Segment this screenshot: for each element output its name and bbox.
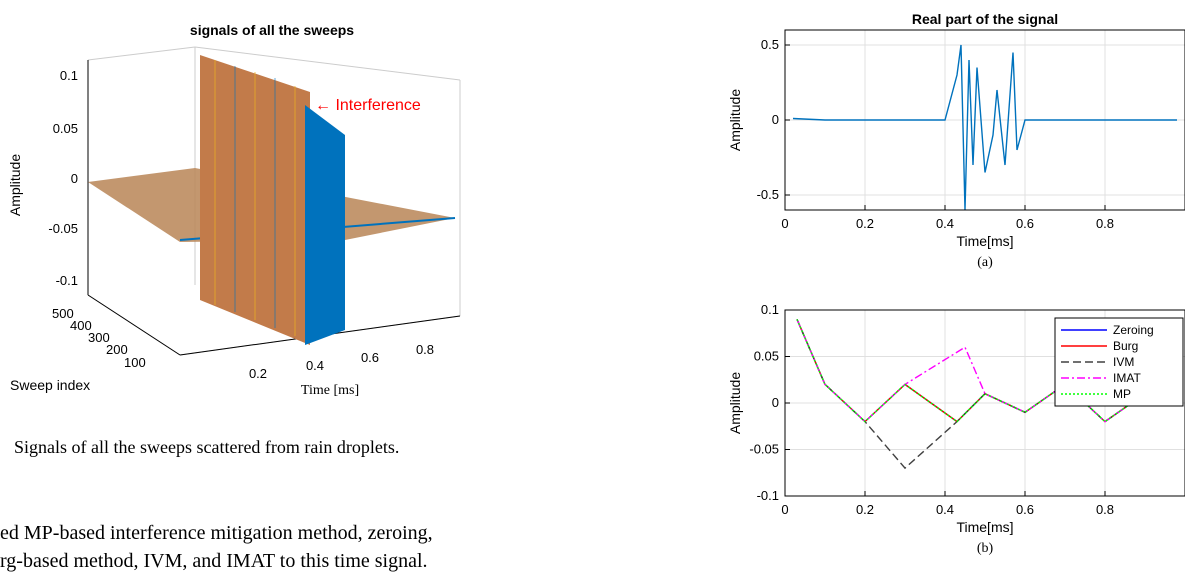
y-tick-label: 0.1 [761,302,779,317]
svg-text:0.05: 0.05 [53,121,78,136]
interference-wall-texture [214,60,296,336]
left-3d-figure: signals of all the sweeps ← Interference… [7,22,461,398]
x-tick-label: 0.8 [1096,502,1114,517]
svg-text:0.2: 0.2 [249,366,267,381]
svg-text:0.1: 0.1 [60,68,78,83]
svg-text:0.8: 0.8 [416,342,434,357]
x-tick-label: 0.8 [1096,216,1114,231]
svg-text:-0.1: -0.1 [56,273,78,288]
body-text-line-2: rg-based method, IVM, and IMAT to this t… [0,550,428,572]
x-axis-label: Time[ms] [956,233,1013,249]
x-tick-label: 0.2 [856,502,874,517]
svg-text:100: 100 [124,355,146,370]
y-tick-label: 0 [772,395,779,410]
svg-text:200: 200 [106,342,128,357]
y-tick-label: -0.5 [757,187,779,202]
y-tick-label: -0.05 [749,442,779,457]
x-tick-label: 0.6 [1016,502,1034,517]
svg-text:0: 0 [71,171,78,186]
x-tick-label: 0 [781,216,788,231]
svg-text:-0.05: -0.05 [48,221,78,236]
y-tick-label: 0 [772,112,779,127]
legend-label-3: IMAT [1113,371,1141,385]
left-sweep-label: Sweep index [10,377,90,393]
svg-text:0.4: 0.4 [306,358,324,373]
legend-label-1: Burg [1113,339,1138,353]
svg-text:500: 500 [52,306,74,321]
x-tick-label: 0.2 [856,216,874,231]
x-axis-label: Time[ms] [956,519,1013,535]
left-yticks: 0.1 0.05 0 -0.05 -0.1 [48,68,78,288]
interference-annotation: ← Interference [315,97,421,114]
left-xticks: 0.2 0.4 0.6 0.8 [249,342,434,381]
svg-text:300: 300 [88,330,110,345]
y-axis-label: Amplitude [727,372,743,434]
left-ylabel: Amplitude [7,154,23,216]
chart-title: Real part of the signal [912,11,1058,27]
legend: Zeroing Burg IVM IMAT MP [1054,317,1184,407]
svg-text:400: 400 [70,318,92,333]
subfigure-label: (a) [977,255,993,270]
legend-label-2: IVM [1113,355,1134,369]
series-line-3 [796,319,1178,423]
x-tick-label: 0 [781,502,788,517]
subfigure-label: (b) [977,541,994,556]
left-sweep-ticks: 500 400 300 200 100 [52,306,146,370]
y-tick-label: 0.5 [761,37,779,52]
y-tick-label: 0.05 [754,349,779,364]
x-tick-label: 0.4 [936,502,954,517]
legend-label-0: Zeroing [1113,323,1154,337]
figure-caption: Signals of all the sweeps scattered from… [14,437,400,457]
legend-label-4: MP [1113,387,1131,401]
x-tick-label: 0.6 [1016,216,1034,231]
body-text-line-1: ed MP-based interference mitigation meth… [0,522,433,544]
x-tick-label: 0.4 [936,216,954,231]
left-figure-title: signals of all the sweeps [190,22,354,38]
svg-text:0.6: 0.6 [361,350,379,365]
chart-mitigation-comparison: 0 0.2 0.4 0.6 0.8 -0.1 -0.05 0 0.05 0.1 Time[ms] Am… [727,302,1185,556]
y-axis-label: Amplitude [727,89,743,151]
series-line-0 [792,44,1177,211]
left-xlabel: Time [ms] [301,383,359,398]
y-tick-label: -0.1 [757,488,779,503]
interference-blue-band [305,105,345,345]
